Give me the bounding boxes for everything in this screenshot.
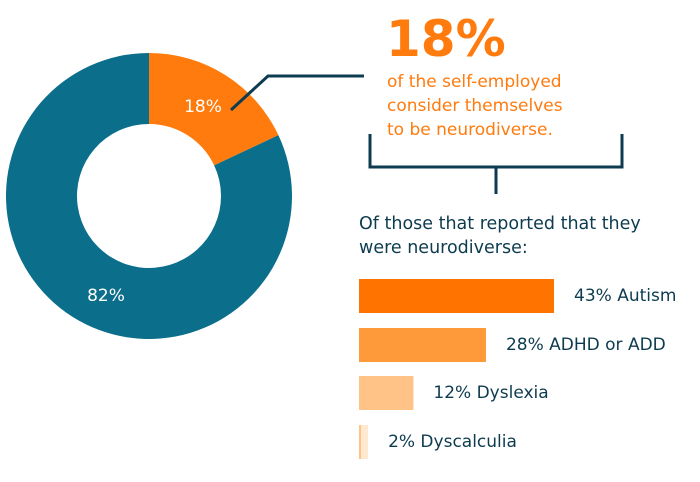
bar-4 xyxy=(359,425,369,459)
bar-3 xyxy=(359,376,414,410)
bar-edge-4 xyxy=(359,425,361,459)
bar-chart xyxy=(359,279,554,459)
callout-connector xyxy=(229,74,624,194)
donut-chart: 18% 82% xyxy=(5,53,292,339)
headline-stat: 18% xyxy=(386,10,506,68)
donut-slice-2 xyxy=(5,53,292,339)
bar-label-4: 2% Dyscalculia xyxy=(388,432,517,452)
bar-label-2: 28% ADHD or ADD xyxy=(505,335,666,355)
callout-line-1: of the self-employed xyxy=(387,72,562,92)
donut-label-1: 18% xyxy=(184,97,222,117)
bar-2 xyxy=(359,328,486,362)
pointer-line xyxy=(229,74,364,112)
breakdown-heading-line-2: were neurodiverse: xyxy=(359,238,528,258)
bar-1 xyxy=(359,279,554,313)
breakdown-heading-line-1: Of those that reported that they xyxy=(359,214,641,234)
callout-line-3: to be neurodiverse. xyxy=(387,120,553,140)
bar-label-1: 43% Autism xyxy=(574,286,677,306)
donut-slice-1 xyxy=(149,53,279,166)
donut-label-2: 82% xyxy=(87,286,125,306)
callout-line-2: consider themselves xyxy=(387,96,563,116)
bar-label-3: 12% Dyslexia xyxy=(433,383,549,403)
